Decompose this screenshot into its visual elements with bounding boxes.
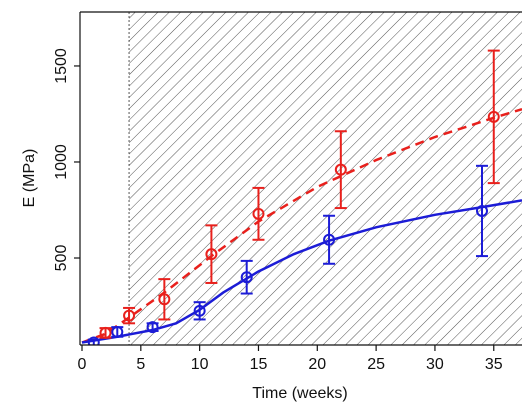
data-point — [146, 321, 159, 334]
data-point — [158, 293, 171, 306]
x-axis-label: Time (weeks) — [252, 385, 347, 402]
data-point — [87, 336, 100, 345]
data-point — [252, 207, 265, 220]
data-point — [111, 325, 124, 338]
data-point — [205, 248, 218, 261]
error-bar — [87, 336, 100, 345]
data-point — [334, 163, 347, 176]
error-bar — [123, 306, 136, 325]
data-point — [193, 304, 206, 317]
error-bar — [111, 325, 124, 338]
shaded-region — [129, 12, 522, 345]
error-bar — [240, 259, 253, 295]
x-tick-label: 15 — [250, 356, 268, 373]
error-bar — [323, 214, 336, 265]
error-bar — [158, 278, 171, 321]
data-point — [240, 271, 253, 284]
x-tick-label: 30 — [426, 356, 444, 373]
error-bar — [99, 326, 112, 339]
error-bar — [334, 130, 347, 210]
y-tick-label: 1500 — [53, 48, 70, 84]
x-tick-label: 10 — [191, 356, 209, 373]
x-tick-label: 0 — [78, 356, 87, 373]
y-axis-label: E (MPa) — [21, 149, 38, 208]
x-tick-label: 5 — [136, 356, 145, 373]
x-tick-label: 20 — [308, 356, 326, 373]
error-bar — [252, 186, 265, 241]
plot-area — [81, 12, 522, 345]
error-bar — [193, 301, 206, 321]
error-bar — [205, 224, 218, 284]
data-point — [99, 326, 112, 339]
x-tick-label: 35 — [485, 356, 503, 373]
data-point — [123, 309, 136, 322]
y-tick-label: 1000 — [53, 144, 70, 180]
error-bar — [487, 49, 500, 185]
x-tick-label: 25 — [367, 356, 385, 373]
data-point — [476, 204, 488, 217]
data-point — [323, 233, 336, 246]
y-tick-label: 500 — [53, 245, 70, 272]
data-point — [487, 110, 500, 123]
error-bar — [146, 321, 159, 334]
error-bar — [476, 164, 488, 258]
